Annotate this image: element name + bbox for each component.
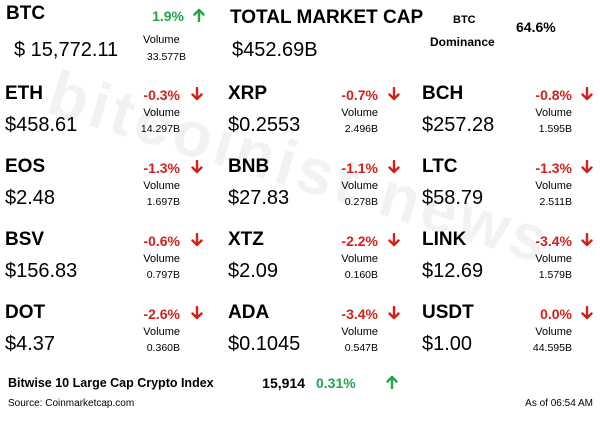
volume-label: Volume xyxy=(535,180,572,192)
coin-price: $0.1045 xyxy=(228,333,301,355)
trend-arrow xyxy=(581,87,593,101)
trend-arrow xyxy=(191,87,203,101)
coin-symbol: BNB xyxy=(228,156,270,177)
coin-change: -0.3% xyxy=(143,87,180,103)
coin-price: $12.69 xyxy=(422,260,484,282)
index-value: 15,914 xyxy=(262,375,305,391)
index-name: Bitwise 10 Large Cap Crypto Index xyxy=(8,376,214,390)
coin-price: $0.2553 xyxy=(228,114,301,136)
volume-label: Volume xyxy=(341,326,378,338)
coin-price: $1.00 xyxy=(422,333,473,355)
market-cap-value: $452.69B xyxy=(232,39,318,61)
volume-value: 0.278B xyxy=(344,196,378,208)
trend-arrow xyxy=(388,87,400,101)
coin-change: 0.0% xyxy=(540,306,572,322)
coin-price: $156.83 xyxy=(5,260,78,282)
coin-price: $458.61 xyxy=(5,114,78,136)
coin-change: -0.6% xyxy=(143,233,180,249)
volume-label: Volume xyxy=(341,253,378,265)
volume-value: 1.579B xyxy=(538,269,572,281)
coin-price: $2.09 xyxy=(228,260,279,282)
coin-symbol: BSV xyxy=(5,229,45,250)
volume-value: 44.595B xyxy=(532,342,572,354)
market-cap-label: TOTAL MARKET CAP xyxy=(230,7,424,28)
coin-symbol: LTC xyxy=(422,156,458,177)
volume-value: 0.360B xyxy=(146,342,180,354)
coin-symbol: ADA xyxy=(228,302,270,323)
coin-symbol: XRP xyxy=(228,83,268,104)
coin-price: $4.37 xyxy=(5,333,56,355)
coin-symbol: ETH xyxy=(5,83,43,104)
volume-value: 0.160B xyxy=(344,269,378,281)
coin-change: -1.3% xyxy=(143,160,180,176)
coin-change: 1.9% xyxy=(152,8,184,24)
volume-value: 2.511B xyxy=(539,196,573,208)
volume-label: Volume xyxy=(535,107,572,119)
coin-change: -3.4% xyxy=(535,233,572,249)
coin-symbol: EOS xyxy=(5,156,46,177)
trend-arrow xyxy=(191,233,203,247)
volume-value: 1.595B xyxy=(538,123,572,135)
coin-symbol: XTZ xyxy=(228,229,264,250)
coin-price: $257.28 xyxy=(422,114,495,136)
coin-price: $ 15,772.11 xyxy=(14,39,119,61)
volume-label: Volume xyxy=(535,326,572,338)
coin-price: $2.48 xyxy=(5,187,56,209)
trend-arrow xyxy=(193,8,205,22)
coin-change: -3.4% xyxy=(341,306,378,322)
dominance-value: 64.6% xyxy=(516,19,556,35)
trend-arrow xyxy=(386,375,398,389)
coin-symbol: DOT xyxy=(5,302,46,323)
volume-value: 2.496B xyxy=(344,123,378,135)
trend-arrow xyxy=(581,160,593,174)
volume-label: Volume xyxy=(341,107,378,119)
trend-arrow xyxy=(581,306,593,320)
index-change: 0.31% xyxy=(316,375,356,391)
coin-price: $58.79 xyxy=(422,187,484,209)
volume-value: 14.297B xyxy=(140,123,180,135)
trend-arrow xyxy=(388,160,400,174)
volume-value: 0.797B xyxy=(146,269,180,281)
volume-label: Volume xyxy=(143,107,180,119)
coin-symbol: BCH xyxy=(422,83,464,104)
trend-arrow xyxy=(388,306,400,320)
volume-value: 1.697B xyxy=(146,196,180,208)
volume-label: Volume xyxy=(143,34,180,46)
trend-arrow xyxy=(388,233,400,247)
volume-label: Volume xyxy=(143,253,180,265)
coin-change: -1.3% xyxy=(535,160,572,176)
trend-arrow xyxy=(191,160,203,174)
coin-price: $27.83 xyxy=(228,187,290,209)
volume-label: Volume xyxy=(535,253,572,265)
coin-change: -1.1% xyxy=(341,160,378,176)
dominance-label: BTC xyxy=(453,14,476,26)
volume-label: Volume xyxy=(143,180,180,192)
volume-value: 33.577B xyxy=(146,51,186,63)
volume-value: 0.547B xyxy=(344,342,378,354)
coin-symbol: LINK xyxy=(422,229,467,250)
coin-change: -0.7% xyxy=(341,87,378,103)
coin-symbol: USDT xyxy=(422,302,474,323)
coin-change: -0.8% xyxy=(535,87,572,103)
watermark: bitcoinist news xyxy=(40,56,561,278)
source: Source: Coinmarketcap.com xyxy=(8,398,135,409)
coin-change: -2.2% xyxy=(341,233,378,249)
volume-label: Volume xyxy=(143,326,180,338)
trend-arrow xyxy=(191,306,203,320)
coin-change: -2.6% xyxy=(143,306,180,322)
coin-symbol: BTC xyxy=(6,3,46,24)
as-of: As of 06:54 AM xyxy=(525,398,593,409)
dominance-label: Dominance xyxy=(430,35,495,49)
volume-label: Volume xyxy=(341,180,378,192)
trend-arrow xyxy=(581,233,593,247)
